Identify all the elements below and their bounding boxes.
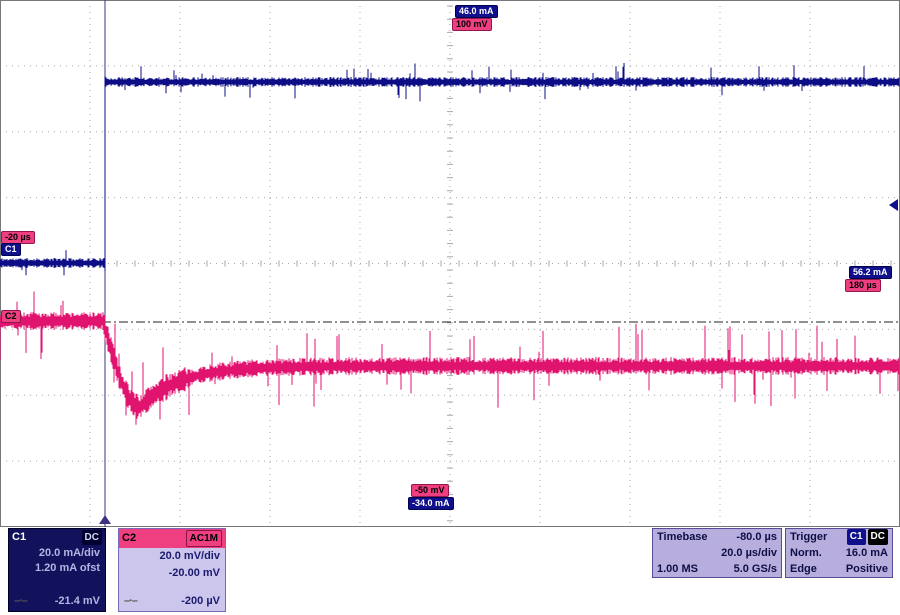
trigger-row2: Norm. 16.0 mA	[786, 545, 892, 561]
channel2-header: C2 AC1M	[119, 529, 225, 548]
channel1-scale: 20.0 mA/div	[38, 547, 100, 559]
timebase-rate: 5.0 GS/s	[733, 563, 777, 575]
cursor-readout-c1-bottom: -34.0 mA	[408, 497, 454, 510]
trigger-position-marker[interactable]	[99, 515, 111, 524]
trigger-row1: Trigger C1 DC	[786, 529, 892, 545]
channel2-bottom-row: –·– -200 µV	[124, 594, 220, 609]
channel2-scale: 20.0 mV/div	[159, 550, 220, 562]
timebase-delay: -80.0 µs	[736, 531, 777, 543]
channel2-label: C2	[122, 532, 137, 544]
timebase-row3: 1.00 MS 5.0 GS/s	[653, 561, 781, 577]
trigger-level: 16.0 mA	[845, 547, 888, 559]
cursor-readout-c2-top: 100 mV	[452, 18, 492, 31]
trigger-label: Trigger	[790, 531, 828, 543]
channel1-offset: 1.20 mA ofst	[34, 562, 100, 574]
cursor-readout-c1-top: 46.0 mA	[455, 5, 498, 18]
timebase-row1: Timebase -80.0 µs	[653, 529, 781, 545]
timebase-row2: 20.0 µs/div	[653, 545, 781, 561]
trigger-chips: C1 DC	[846, 529, 888, 545]
channel2-coupling-chip: AC1M	[185, 530, 222, 547]
channel1-coupling-chip: DC	[81, 530, 102, 545]
channel2-bottom-value: -200 µV	[181, 595, 220, 607]
waveform-area: 46.0 mA 100 mV -50 mV -34.0 mA 56.2 mA 1…	[0, 0, 900, 527]
dash-dot-icon: –·–	[14, 595, 28, 607]
trigger-slope: Positive	[845, 563, 888, 575]
trigger-level-marker[interactable]	[889, 199, 898, 211]
timebase-samples: 1.00 MS	[657, 563, 698, 575]
c2-zero-marker[interactable]: C2	[1, 310, 21, 323]
waveform-canvas	[0, 0, 900, 527]
channel1-descriptor[interactable]: C1 DC 20.0 mA/div 1.20 mA ofst –·– -21.4…	[8, 528, 106, 612]
trigger-source-chip: C1	[846, 529, 866, 545]
trigger-mode: Norm.	[790, 547, 822, 559]
trigger-type: Edge	[790, 563, 817, 575]
cursor-readout-time-right: 180 µs	[845, 279, 881, 292]
channel1-bottom-row: –·– -21.4 mV	[14, 594, 100, 609]
trigger-row3: Edge Positive	[786, 561, 892, 577]
dash-dot-icon: –·–	[124, 595, 138, 607]
trigger-coupling-chip: DC	[867, 529, 888, 545]
channel2-descriptor[interactable]: C2 AC1M 20.0 mV/div -20.00 mV –·– -200 µ…	[118, 528, 226, 612]
channel1-label: C1	[12, 531, 27, 543]
c1-zero-marker[interactable]: C1	[1, 243, 21, 256]
timebase-descriptor[interactable]: Timebase -80.0 µs 20.0 µs/div 1.00 MS 5.…	[652, 528, 782, 578]
timebase-label: Timebase	[657, 531, 708, 543]
channel1-header: C1 DC	[9, 529, 105, 546]
trigger-descriptor[interactable]: Trigger C1 DC Norm. 16.0 mA Edge Positiv…	[785, 528, 893, 578]
cursor-readout-c2-bottom: -50 mV	[411, 484, 449, 497]
cursor-readout-c1-right: 56.2 mA	[849, 266, 892, 279]
channel1-bottom-value: -21.4 mV	[54, 595, 100, 607]
channel2-offset: -20.00 mV	[168, 567, 220, 579]
timebase-per-div: 20.0 µs/div	[721, 547, 777, 559]
